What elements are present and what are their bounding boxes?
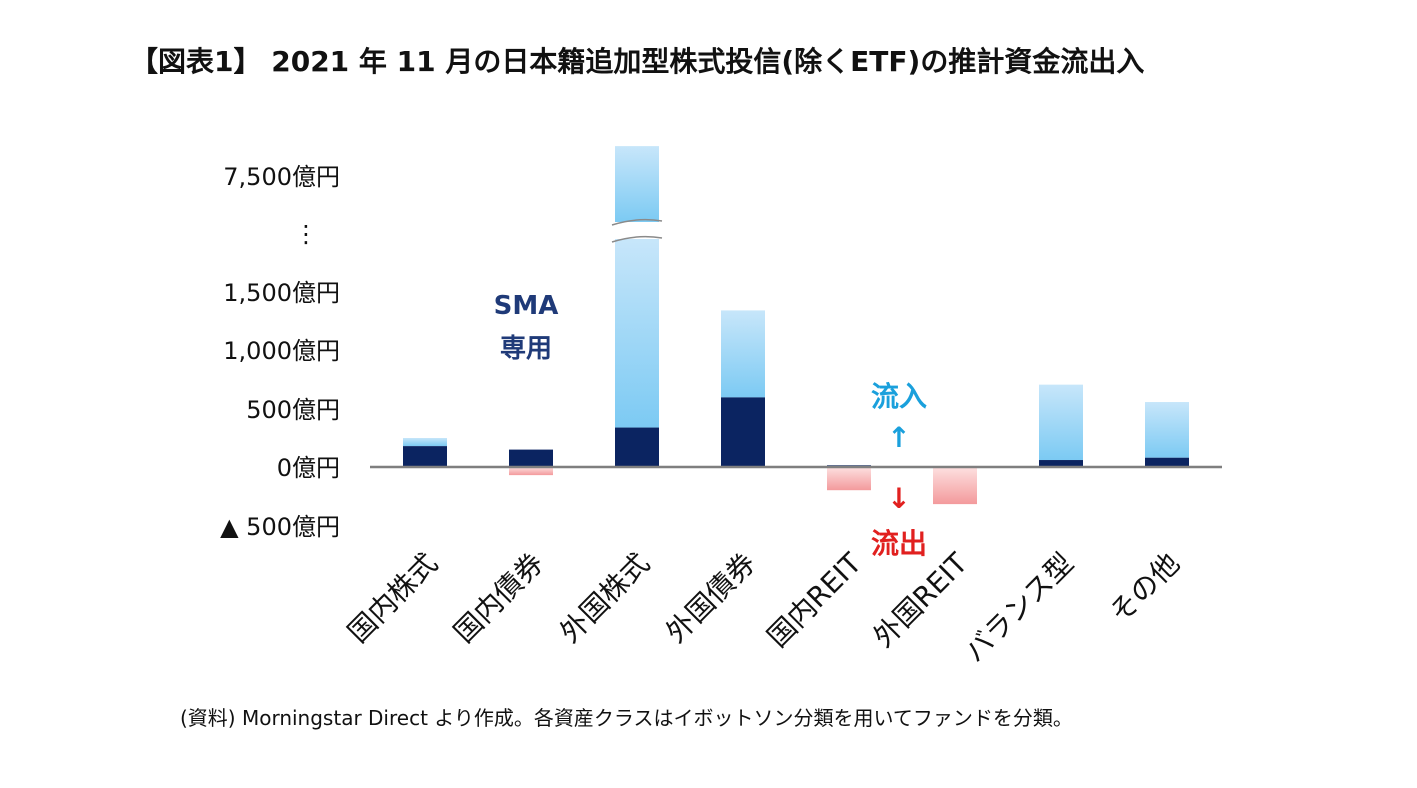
bar-inflow-segment bbox=[403, 438, 447, 447]
y-tick-label: ⋮ bbox=[294, 220, 318, 248]
sma-label: SMA bbox=[494, 291, 559, 321]
x-tick-label: 国内REIT bbox=[761, 546, 869, 654]
bar-sma-segment bbox=[721, 397, 765, 467]
bar-sma-segment bbox=[615, 427, 659, 467]
bar-sma-segment bbox=[1145, 457, 1189, 467]
inflow-arrow: ↑ bbox=[887, 421, 910, 454]
bar-inflow-segment bbox=[721, 310, 765, 398]
outflow-label: 流出 bbox=[871, 527, 927, 560]
y-tick-label: 1,000億円 bbox=[223, 337, 340, 365]
bar-outflow-segment bbox=[827, 467, 871, 491]
x-tick-label: その他 bbox=[1103, 547, 1186, 630]
bars bbox=[403, 146, 1189, 505]
axis-break-mark bbox=[611, 235, 663, 243]
x-tick-label: バランス型 bbox=[958, 547, 1080, 669]
axis-break-mark bbox=[611, 218, 663, 226]
x-tick-label: 国内債券 bbox=[447, 547, 550, 650]
y-tick-label: 1,500億円 bbox=[223, 279, 340, 307]
bar-sma-segment bbox=[509, 449, 553, 467]
y-axis-ticks: 7,500億円 ⋮ 1,500億円 1,000億円 500億円 0億円 ▲ 500億円 bbox=[220, 163, 340, 541]
x-tick-label: 外国株式 bbox=[553, 547, 656, 650]
bar-inflow-segment bbox=[1039, 384, 1083, 461]
bar-inflow-segment-upper bbox=[615, 146, 659, 222]
outflow-arrow: ↓ bbox=[887, 482, 910, 515]
x-tick-label: 国内株式 bbox=[341, 547, 444, 650]
y-tick-label: 500億円 bbox=[246, 396, 340, 424]
chart-title: 【図表1】 2021 年 11 月の日本籍追加型株式投信(除くETF)の推計資金… bbox=[130, 45, 1145, 78]
bar-sma-segment bbox=[1039, 460, 1083, 467]
x-tick-label: 外国REIT bbox=[867, 546, 975, 654]
bar-outflow-segment bbox=[933, 467, 977, 505]
x-tick-label: 外国債券 bbox=[659, 547, 762, 650]
y-tick-label: 7,500億円 bbox=[223, 163, 340, 191]
inflow-label: 流入 bbox=[871, 380, 927, 413]
sma-label: 専用 bbox=[500, 334, 552, 364]
bar-outflow-segment bbox=[509, 467, 553, 476]
y-tick-label: ▲ 500億円 bbox=[220, 513, 340, 541]
bar-sma-segment bbox=[403, 446, 447, 467]
source-note: (資料) Morningstar Direct より作成。各資産クラスはイボット… bbox=[180, 706, 1073, 730]
y-tick-label: 0億円 bbox=[277, 454, 340, 482]
bar-inflow-segment bbox=[615, 239, 659, 428]
bar-inflow-segment bbox=[1145, 402, 1189, 458]
